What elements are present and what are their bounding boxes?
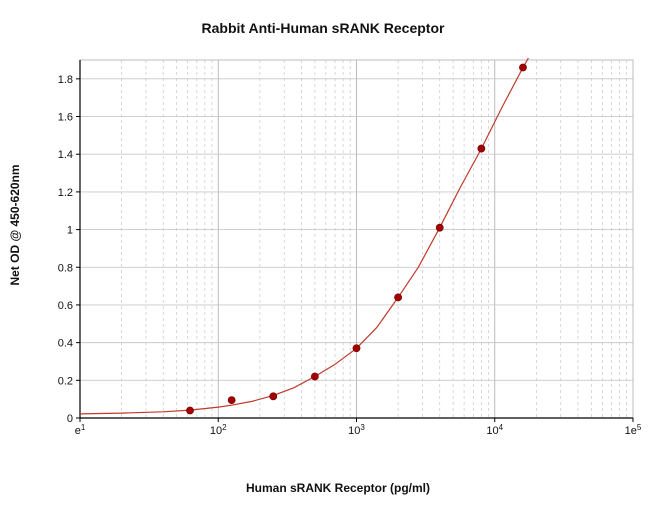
curve-layer xyxy=(79,57,529,415)
fit-curve xyxy=(79,57,529,415)
x-tick-label: 103 xyxy=(348,423,365,437)
data-point xyxy=(310,372,319,381)
data-point xyxy=(352,344,361,353)
grid-layer xyxy=(79,60,634,419)
x-tick-label: e1 xyxy=(75,423,86,437)
y-tick-label: 0 xyxy=(67,413,73,425)
data-point xyxy=(394,293,403,302)
data-point xyxy=(519,63,527,72)
x-axis-label: Human sRANK Receptor (pg/ml) xyxy=(246,481,430,495)
data-point xyxy=(269,392,278,401)
x-tick-label: 102 xyxy=(210,423,227,437)
data-point xyxy=(227,396,236,404)
y-tick-label: 0.2 xyxy=(58,375,73,387)
y-tick-label: 1.6 xyxy=(58,112,73,124)
data-point xyxy=(477,144,486,153)
y-tick-label: 0.8 xyxy=(58,262,73,274)
x-tick-label: 1e5 xyxy=(625,423,642,437)
tick-layer: 0 0.2 0.4 0.6 0.8 1 1.2 1.4 1.6 1.8 e1 102 103 104 1e5 xyxy=(58,74,642,437)
y-tick-label: 1.2 xyxy=(58,187,73,199)
y-tick-label: 1 xyxy=(67,225,73,237)
x-tick-label: 104 xyxy=(486,423,503,437)
data-point xyxy=(186,406,194,415)
y-tick-label: 0.4 xyxy=(58,338,73,350)
y-tick-label: 0.6 xyxy=(58,300,73,312)
y-tick-label: 1.8 xyxy=(58,74,73,86)
data-point xyxy=(435,223,444,232)
y-axis-label: Net OD @ 450-620nm xyxy=(8,164,22,285)
points-layer xyxy=(186,63,527,415)
y-tick-label: 1.4 xyxy=(58,149,73,161)
chart-title: Rabbit Anti-Human sRANK Receptor xyxy=(202,20,445,36)
